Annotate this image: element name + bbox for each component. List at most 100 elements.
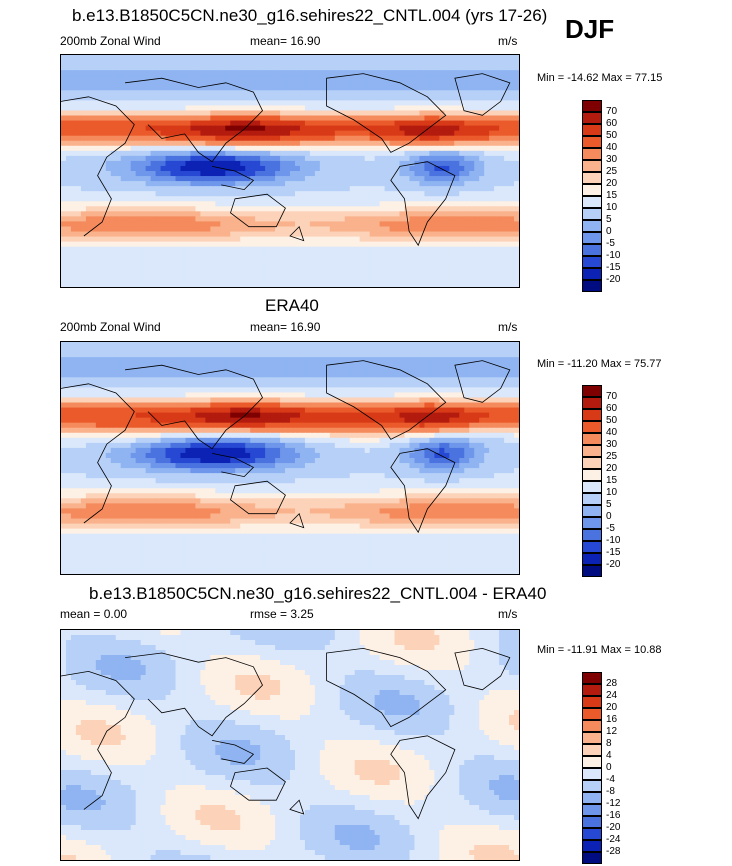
colorbar-tick-label: 5 [606,499,612,510]
colorbar-swatch [582,232,602,244]
colorbar-swatch [582,421,602,433]
colorbar-tick-label: 40 [606,427,618,438]
colorbar-swatch [582,445,602,457]
colorbar-tick-label: -12 [606,798,621,809]
colorbar-tick-label: 30 [606,439,618,450]
colorbar-tick-label: 8 [606,738,612,749]
colorbar-tick-label: -20 [606,274,621,285]
coastline [289,225,305,242]
coastline [454,360,511,403]
coastline [212,453,255,478]
colorbar-swatch [582,792,602,804]
panel-1-map-svg [61,55,519,287]
colorbar-tick-label: 40 [606,142,618,153]
panel-1-minmax: Min = -14.62 Max = 77.15 [537,72,663,84]
colorbar-tick-label: 25 [606,166,618,177]
colorbar-tick-label: 0 [606,511,612,522]
colorbar-swatch [582,385,602,397]
colorbar-swatch [582,409,602,421]
coastline [61,670,135,810]
coastline [230,767,286,801]
panel-3-minmax: Min = -11.91 Max = 10.88 [537,644,662,656]
panel-2-mean-label: mean= 16.90 [250,320,321,334]
panel-3-units: m/s [498,607,518,621]
panel-3-map-svg [61,630,519,860]
colorbar-tick-label: 30 [606,154,618,165]
coastline [230,193,286,228]
colorbar-swatch [582,172,602,184]
coastline [230,480,286,515]
colorbar-swatch [582,708,602,720]
coastline [390,448,456,534]
colorbar-tick-label: 70 [606,106,618,117]
colorbar-swatch [582,481,602,493]
colorbar-tick-label: 0 [606,762,612,773]
coastline [326,647,447,728]
colorbar-swatch [582,457,602,469]
panel-2-units: m/s [498,320,518,334]
colorbar-swatch [582,529,602,541]
panel-1-units: m/s [498,34,518,48]
colorbar-swatch [582,732,602,744]
colorbar-swatch [582,840,602,852]
colorbar-swatch [582,220,602,232]
colorbar-swatch [582,160,602,172]
panel-3-map [60,629,520,861]
colorbar-tick-label: 24 [606,690,618,701]
colorbar-swatch [582,852,602,864]
coastline [212,166,255,191]
panel-2-map [60,341,520,575]
colorbar-swatch [582,565,602,577]
colorbar-tick-label: -10 [606,250,621,261]
colorbar-tick-label: 60 [606,403,618,414]
colorbar-swatch [582,433,602,445]
colorbar-tick-label: -8 [606,786,615,797]
panel-3-title: b.e13.B1850C5CN.ne30_g16.sehires22_CNTL.… [89,584,547,603]
colorbar-tick-label: -4 [606,774,615,785]
colorbar-swatch [582,469,602,481]
colorbar-tick-label: 60 [606,118,618,129]
colorbar-tick-label: 25 [606,451,618,462]
coastline [454,647,511,691]
coastline [326,360,447,440]
panel-2-minmax: Min = -11.20 Max = 75.77 [537,358,662,370]
coastline [390,161,456,247]
colorbar-swatch [582,208,602,220]
colorbar-swatch [582,696,602,708]
coastline [390,735,456,820]
colorbar-swatch [582,100,602,112]
colorbar-tick-label: 10 [606,487,618,498]
colorbar-tick-label: 0 [606,226,612,237]
panel-2-variable-label: 200mb Zonal Wind [60,320,161,334]
panel-3-colorbar: 28 24 20 16 12 8 4 0 -4 -8 -12 -16 -20 -24 -28 [582,672,642,866]
colorbar-tick-label: 12 [606,726,618,737]
colorbar-swatch [582,244,602,256]
coastline [61,96,135,237]
coastline [125,77,263,163]
colorbar-swatch [582,505,602,517]
colorbar-swatch [582,124,602,136]
colorbar-swatch [582,280,602,292]
colorbar-swatch [582,256,602,268]
colorbar-swatch [582,553,602,565]
colorbar-tick-label: -15 [606,262,621,273]
colorbar-tick-label: -16 [606,810,621,821]
colorbar-swatch [582,768,602,780]
coastline [454,73,511,116]
panel-1-colorbar: 70 60 50 40 30 25 20 15 10 5 0 -5 -10 -15 -20 [582,100,642,294]
panel-1-title: b.e13.B1850C5CN.ne30_g16.sehires22_CNTL.… [72,6,548,25]
colorbar-swatch [582,493,602,505]
colorbar-swatch [582,541,602,553]
colorbar-tick-label: -20 [606,822,621,833]
colorbar-tick-label: -5 [606,523,615,534]
colorbar-swatch [582,397,602,409]
colorbar-tick-label: 20 [606,702,618,713]
coastline [212,740,255,764]
colorbar-tick-label: 28 [606,678,618,689]
colorbar-swatch [582,828,602,840]
coastline [125,652,263,737]
coastline [289,799,305,815]
panel-1-mean-label: mean= 16.90 [250,34,321,48]
colorbar-tick-label: -28 [606,846,621,857]
colorbar-tick-label: 20 [606,463,618,474]
